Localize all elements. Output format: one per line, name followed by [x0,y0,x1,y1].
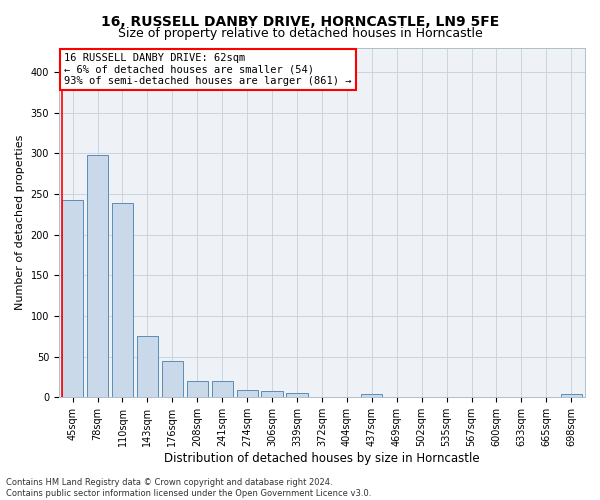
Bar [212,381,233,398]
X-axis label: Distribution of detached houses by size in Horncastle: Distribution of detached houses by size … [164,452,480,465]
Text: Contains HM Land Registry data © Crown copyright and database right 2024.
Contai: Contains HM Land Registry data © Crown c… [6,478,371,498]
Text: Size of property relative to detached houses in Horncastle: Size of property relative to detached ho… [118,28,482,40]
Text: 16, RUSSELL DANBY DRIVE, HORNCASTLE, LN9 5FE: 16, RUSSELL DANBY DRIVE, HORNCASTLE, LN9… [101,15,499,29]
Bar [137,336,158,398]
Bar [62,200,83,398]
Bar [112,203,133,398]
Bar [236,390,258,398]
Y-axis label: Number of detached properties: Number of detached properties [15,134,25,310]
Bar [262,391,283,398]
Bar [162,360,183,398]
Bar [187,381,208,398]
Bar [286,394,308,398]
Bar [87,155,108,398]
Bar [560,394,582,398]
Text: 16 RUSSELL DANBY DRIVE: 62sqm
← 6% of detached houses are smaller (54)
93% of se: 16 RUSSELL DANBY DRIVE: 62sqm ← 6% of de… [64,52,352,86]
Bar [361,394,382,398]
